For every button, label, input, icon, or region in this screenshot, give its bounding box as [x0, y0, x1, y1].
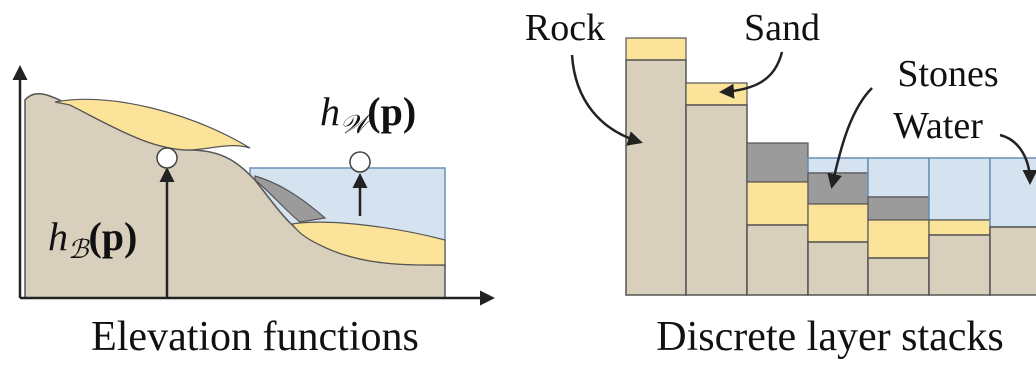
- label: Water: [893, 105, 983, 147]
- caption: Discrete layer stacks: [656, 314, 1004, 360]
- label: Sand: [744, 7, 820, 49]
- shape: [808, 173, 868, 204]
- column: [929, 158, 990, 295]
- shape: [868, 197, 929, 220]
- column: [626, 38, 686, 295]
- shape: [868, 220, 929, 258]
- label: Rock: [525, 7, 605, 49]
- point: [157, 148, 177, 168]
- shape: [747, 182, 808, 225]
- shape: [929, 220, 990, 235]
- shape: [747, 143, 808, 182]
- shape: [929, 235, 990, 295]
- h-water-label: h𝒲(p): [320, 89, 416, 139]
- elevation-panel: h𝒲(p) hℬ(p) Elevation functions: [20, 68, 492, 360]
- shape: [686, 105, 747, 295]
- shape: [808, 242, 868, 295]
- shape: [747, 225, 808, 295]
- shape: [686, 83, 747, 105]
- shape: [626, 60, 686, 295]
- column: [868, 158, 929, 295]
- label: Stones: [897, 53, 998, 95]
- h-bedrock-label: hℬ(p): [48, 214, 137, 264]
- column: [747, 143, 808, 295]
- shape: [868, 158, 929, 197]
- shape: [868, 258, 929, 295]
- column: [686, 83, 747, 295]
- column: [808, 158, 868, 295]
- layer-stacks: Rock Sand Stones Water Discrete layer st…: [525, 7, 1036, 360]
- caption: Elevation functions: [91, 314, 419, 360]
- shape: [990, 227, 1036, 295]
- point: [350, 152, 370, 172]
- shape: [626, 38, 686, 60]
- shape: [808, 204, 868, 242]
- shape: [929, 158, 990, 220]
- figure: h𝒲(p) hℬ(p) Elevation functions Rock: [0, 0, 1036, 360]
